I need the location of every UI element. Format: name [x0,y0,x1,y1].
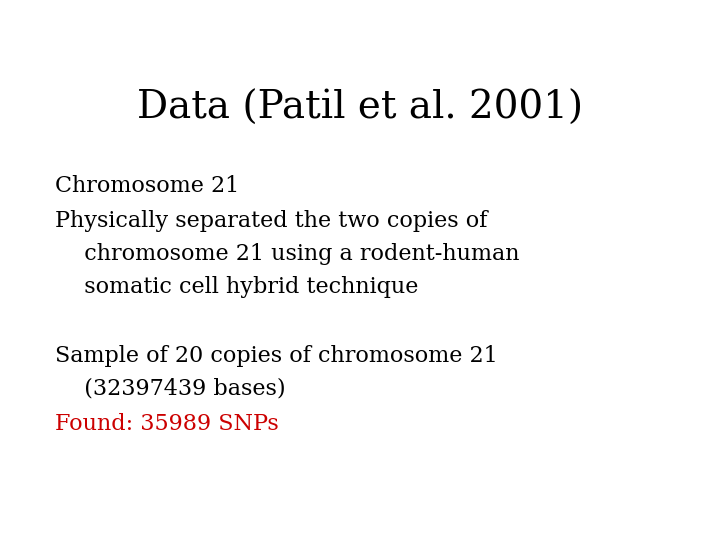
Text: Chromosome 21: Chromosome 21 [55,175,239,197]
Text: somatic cell hybrid technique: somatic cell hybrid technique [70,276,418,298]
Text: (32397439 bases): (32397439 bases) [70,378,286,400]
Text: Physically separated the two copies of: Physically separated the two copies of [55,210,487,232]
Text: chromosome 21 using a rodent-human: chromosome 21 using a rodent-human [70,243,520,265]
Text: Found: 35989 SNPs: Found: 35989 SNPs [55,413,279,435]
Text: Data (Patil et al. 2001): Data (Patil et al. 2001) [137,90,583,127]
Text: Sample of 20 copies of chromosome 21: Sample of 20 copies of chromosome 21 [55,345,498,367]
